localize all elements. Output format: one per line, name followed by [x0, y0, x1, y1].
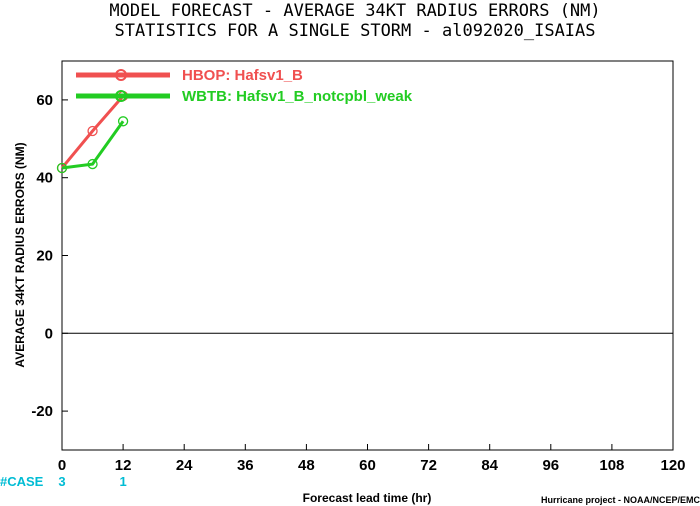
y-tick-label: 40: [36, 170, 53, 187]
x-axis-ticks: 0 12 24 36 48 60 72 84 96 108 120: [58, 444, 686, 474]
x-tick-label: 0: [58, 457, 66, 474]
y-tick-label: -20: [31, 403, 53, 420]
x-tick-label: 72: [420, 457, 437, 474]
data-point-wbtb: [56, 162, 68, 174]
y-axis-label: AVERAGE 34KT RADIUS ERRORS (NM): [13, 142, 27, 367]
x-tick-label: 84: [481, 457, 498, 474]
case-count: 3: [58, 474, 65, 489]
credit-text: Hurricane project - NOAA/NCEP/EMC: [541, 495, 700, 505]
series-layer: [56, 90, 129, 174]
chart-title-line2: STATISTICS FOR A SINGLE STORM - al092020…: [114, 21, 595, 41]
x-tick-label: 36: [237, 457, 254, 474]
legend: HBOP: Hafsv1_B WBTB: Hafsv1_B_notcpbl_wea…: [76, 67, 413, 105]
y-tick-label: 20: [36, 248, 53, 265]
x-tick-label: 120: [660, 457, 685, 474]
x-tick-label: 60: [359, 457, 376, 474]
chart-title-line1: MODEL FORECAST - AVERAGE 34KT RADIUS ERR…: [109, 1, 600, 21]
x-tick-label: 108: [599, 457, 624, 474]
y-axis-ticks: -20 0 20 40 60: [31, 92, 68, 420]
legend-label-hbop: HBOP: Hafsv1_B: [182, 67, 303, 84]
x-tick-label: 48: [298, 457, 315, 474]
x-axis-label: Forecast lead time (hr): [303, 491, 432, 505]
x-tick-label: 24: [176, 457, 193, 474]
series-line-hbop: [60, 95, 125, 169]
case-count: 1: [119, 474, 126, 489]
data-point-hbop: [87, 125, 98, 137]
data-point-wbtb: [87, 158, 98, 170]
series-line-wbtb: [61, 120, 125, 170]
y-tick-label: 0: [45, 325, 53, 342]
x-tick-label: 96: [542, 457, 559, 474]
x-tick-label: 12: [115, 457, 132, 474]
y-tick-label: 60: [36, 92, 53, 109]
legend-label-wbtb: WBTB: Hafsv1_B_notcpbl_weak: [182, 88, 413, 105]
legend-marker-wbtb: [115, 90, 127, 102]
legend-marker-hbop: [115, 69, 127, 81]
case-label: #CASE: [0, 474, 44, 489]
data-point-wbtb: [117, 116, 129, 127]
plot-frame: [61, 60, 674, 451]
